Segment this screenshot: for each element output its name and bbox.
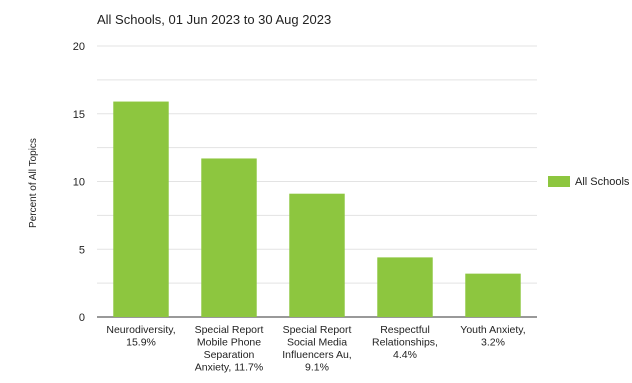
y-tick-label: 20 (73, 41, 85, 53)
bar (201, 158, 257, 317)
y-axis-title: Percent of All Topics (28, 138, 39, 228)
y-tick-label: 5 (79, 244, 85, 256)
bar (289, 193, 345, 317)
gridlines (97, 45, 537, 318)
bars (113, 101, 521, 318)
bar (465, 273, 521, 317)
legend-label: All Schools (575, 176, 630, 188)
x-category-label: Neurodiversity, 15.9% (106, 324, 175, 349)
bar (113, 101, 169, 318)
y-tick-label: 15 (73, 109, 85, 121)
y-ticks: 0 5 10 15 20 (73, 41, 85, 324)
y-tick-label: 10 (73, 177, 85, 189)
legend-swatch (548, 176, 570, 187)
x-category-label: Special Report Social Media Influencers Au… (282, 324, 351, 374)
y-tick-label: 0 (79, 312, 85, 324)
x-category-label: Youth Anxiety, 3.2% (460, 324, 525, 349)
legend: All Schools (548, 176, 630, 188)
x-category-label: Respectful Relationships, 4.4% (372, 324, 438, 361)
x-category-label: Special Report Mobile Phone Separation Anxi… (195, 324, 264, 374)
x-category-labels: Neurodiversity, 15.9% Special Report Mobile… (106, 324, 525, 374)
chart-title: All Schools, 01 Jun 2023 to 30 Aug 2023 (97, 12, 331, 27)
bar (377, 257, 433, 317)
